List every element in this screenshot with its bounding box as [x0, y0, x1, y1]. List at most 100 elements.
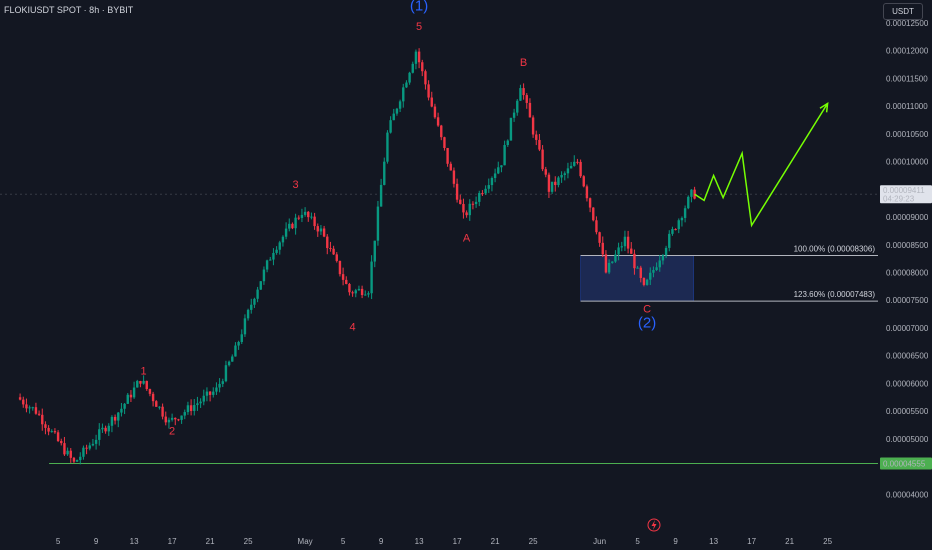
candle-body: [218, 383, 221, 388]
candle-body: [547, 174, 551, 192]
candle-body: [329, 248, 332, 250]
time-axis-label: 21: [491, 537, 500, 546]
candle-body: [379, 184, 383, 207]
candle-body: [256, 289, 259, 299]
current-price-countdown: 04:29:23: [883, 194, 915, 203]
candle-body: [652, 270, 655, 273]
price-axis-label: 0.00004000: [886, 490, 929, 499]
candle-body: [234, 345, 237, 357]
candle-body: [98, 429, 101, 440]
price-axis-label: 0.00005500: [886, 407, 929, 416]
price-axis-label: 0.00005000: [886, 435, 929, 444]
candle-body: [326, 236, 329, 249]
candle-body: [75, 460, 79, 462]
candle-body: [113, 416, 117, 421]
candle-body: [345, 279, 348, 284]
price-axis-label: 0.00011000: [886, 102, 928, 111]
candle-body: [316, 226, 319, 232]
candle-body: [611, 261, 614, 263]
wave-label-1: 1: [141, 366, 147, 378]
candle-body: [72, 457, 76, 462]
fib-level-label: 100.00% (0.00008306): [794, 245, 876, 254]
candle-body: [66, 450, 69, 455]
candle-body: [598, 232, 601, 243]
candle-body: [145, 380, 148, 390]
candle-body: [259, 281, 262, 290]
wave-label-3: 3: [293, 179, 299, 191]
candle-body: [142, 380, 145, 384]
time-axis-label: 17: [168, 537, 177, 546]
candle-body: [383, 161, 386, 185]
candle-body: [687, 196, 690, 209]
candle-body: [471, 203, 475, 205]
candle-body: [389, 120, 392, 133]
candle-body: [69, 450, 72, 458]
candle-body: [633, 253, 636, 269]
candle-body: [107, 425, 110, 432]
candle-body: [101, 427, 104, 430]
candle-body: [623, 236, 627, 247]
price-axis-label: 0.00007500: [886, 296, 929, 305]
time-axis-label: 21: [785, 537, 794, 546]
candle-body: [338, 260, 342, 275]
candle-body: [167, 419, 171, 423]
candle-body: [155, 401, 158, 407]
candle-body: [139, 381, 142, 384]
candle-body: [607, 262, 611, 273]
projection-path[interactable]: [694, 103, 829, 228]
candle-body: [516, 100, 519, 113]
candle-body: [636, 267, 639, 269]
wave-label-5: 5: [416, 21, 422, 33]
candle-body: [481, 193, 484, 195]
time-axis-label: 25: [244, 537, 253, 546]
candle-body: [288, 223, 291, 229]
candle-body: [332, 248, 335, 255]
currency-button[interactable]: USDT: [883, 3, 923, 20]
candle-body: [50, 431, 53, 433]
lightning-bolt: [651, 520, 657, 530]
candle-body: [272, 252, 275, 260]
candle-body: [297, 217, 300, 219]
candle-body: [601, 242, 604, 255]
price-axis-label: 0.00010500: [886, 130, 929, 139]
candle-body: [604, 254, 608, 273]
wave-label-2: 2: [169, 426, 175, 438]
candle-body: [446, 147, 449, 164]
lightning-icon[interactable]: [647, 518, 661, 532]
candle-body: [525, 95, 528, 103]
candle-body: [579, 161, 582, 177]
candle-body: [41, 414, 44, 425]
candle-body: [528, 102, 532, 118]
candle-body: [284, 228, 288, 237]
candle-body: [395, 108, 399, 114]
candle-body: [417, 51, 421, 63]
candle-body: [405, 82, 408, 88]
candle-body: [275, 249, 278, 253]
candle-body: [614, 254, 617, 262]
candle-body: [161, 406, 164, 417]
candle-body: [357, 288, 361, 291]
fib-zone[interactable]: [580, 255, 694, 302]
candle-body: [303, 211, 307, 215]
price-axis-label: 0.00006500: [886, 352, 929, 361]
candle-body: [193, 405, 196, 411]
candle-body: [440, 125, 443, 138]
candle-body: [44, 424, 47, 428]
candle-body: [554, 181, 557, 186]
candle-body: [351, 292, 354, 294]
candle-body: [335, 254, 338, 261]
candle-body: [693, 189, 696, 199]
candle-body: [569, 165, 573, 169]
wave-label-B: B: [520, 57, 527, 69]
candle-body: [117, 412, 120, 421]
candle-body: [512, 112, 516, 118]
candle-body: [341, 274, 345, 280]
candle-body: [367, 293, 370, 295]
candle-body: [582, 176, 585, 187]
candle-body: [310, 216, 313, 218]
candle-body: [25, 404, 28, 409]
candle-body: [563, 173, 566, 175]
wave-label-C: C: [643, 304, 651, 316]
